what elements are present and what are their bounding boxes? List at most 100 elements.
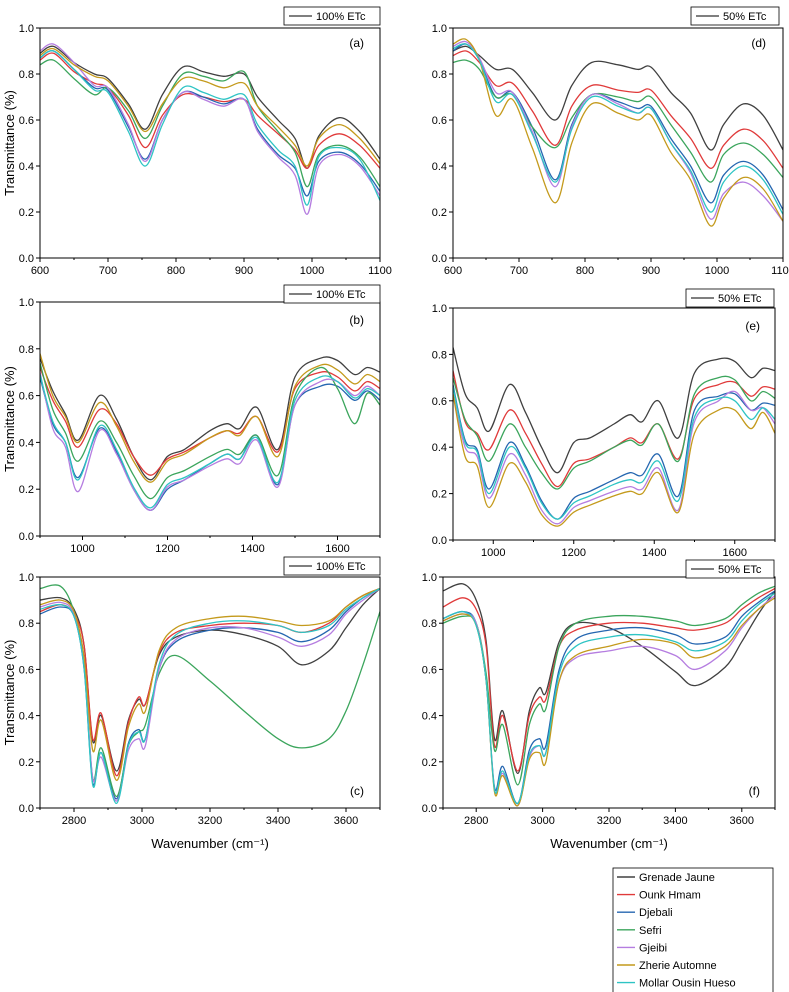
series-line bbox=[453, 386, 775, 520]
series-group bbox=[453, 38, 783, 227]
series-legend: Grenade Jaune Ounk Hmam Djebali Sefri Gjeibi… bbox=[612, 867, 774, 992]
legend-label: Djebali bbox=[639, 907, 673, 919]
legend-label: Gjeibi bbox=[639, 942, 667, 954]
chart-panel: 1000 1200 1400 1600 0.0 0.2 0.4 0.6 0.8 1.0 Transm… bbox=[2, 284, 381, 555]
series-line bbox=[453, 59, 783, 183]
series-line bbox=[40, 43, 380, 215]
x-tick-label: 900 bbox=[235, 265, 253, 277]
x-tick-label: 700 bbox=[510, 265, 528, 277]
series-line bbox=[40, 50, 380, 206]
etc-box-label: 100% ETc bbox=[316, 11, 366, 23]
x-tick-label: 1200 bbox=[562, 547, 586, 559]
x-tick-label: 3000 bbox=[130, 815, 154, 827]
x-tick-label: 600 bbox=[444, 265, 462, 277]
series-line bbox=[40, 587, 380, 781]
series-line bbox=[40, 372, 380, 511]
y-tick-label: 0.6 bbox=[432, 396, 447, 408]
plot-frame bbox=[39, 27, 381, 259]
x-tick-label: 1400 bbox=[642, 547, 666, 559]
y-axis-label: Transmittance (%) bbox=[2, 366, 17, 472]
series-line bbox=[453, 384, 775, 520]
y-tick-label: 0.0 bbox=[432, 253, 447, 265]
series-line bbox=[453, 40, 783, 222]
series-group bbox=[40, 584, 380, 805]
y-tick-label: 0.0 bbox=[432, 535, 447, 547]
series-line bbox=[40, 50, 380, 197]
y-tick-label: 0.2 bbox=[19, 757, 34, 769]
plot-frame bbox=[39, 301, 381, 537]
series-group bbox=[453, 347, 775, 527]
chart-panel: 2800 3000 3200 3400 3600 0.0 0.2 0.4 0.6 0.8 1.0 Tr… bbox=[2, 556, 381, 851]
x-tick-label: 700 bbox=[99, 265, 117, 277]
etc-box bbox=[283, 284, 381, 304]
x-tick-label: 3400 bbox=[266, 815, 290, 827]
y-axis-label: Transmittance (%) bbox=[2, 640, 17, 746]
etc-box bbox=[690, 6, 780, 26]
series-line bbox=[453, 393, 775, 527]
x-tick-label: 900 bbox=[642, 265, 660, 277]
y-tick-label: 0.0 bbox=[19, 531, 34, 543]
series-line bbox=[40, 47, 380, 167]
series-line bbox=[453, 38, 783, 227]
series-line bbox=[443, 592, 775, 805]
chart-panel: 600 700 800 900 1000 1100 0.0 0.2 0.4 0.6 0.8 1.0 Tr… bbox=[2, 6, 392, 277]
legend-label: Ounk Hmam bbox=[639, 890, 701, 902]
x-tick-label: 3600 bbox=[730, 815, 754, 827]
y-tick-label: 0.4 bbox=[432, 442, 447, 454]
y-tick-label: 0.4 bbox=[19, 161, 34, 173]
panel-label: (f) bbox=[749, 784, 760, 798]
series-line bbox=[453, 390, 775, 525]
chart-panel: 600 700 800 900 1000 1100 0.0 0.2 0.4 0.6 0.8 1.0 (d… bbox=[432, 6, 789, 277]
x-tick-label: 1100 bbox=[771, 265, 789, 277]
y-tick-label: 0.4 bbox=[19, 711, 34, 723]
series-line bbox=[40, 374, 380, 509]
y-tick-label: 0.8 bbox=[432, 69, 447, 81]
x-axis-label: Wavenumber (cm⁻¹) bbox=[550, 836, 668, 851]
y-tick-label: 0.4 bbox=[19, 437, 34, 449]
y-tick-label: 0.2 bbox=[432, 207, 447, 219]
x-tick-label: 3000 bbox=[530, 815, 554, 827]
panel-label: (e) bbox=[745, 319, 760, 333]
series-line bbox=[453, 347, 775, 474]
series-line bbox=[40, 59, 380, 188]
y-tick-label: 0.0 bbox=[422, 803, 437, 815]
x-tick-label: 1000 bbox=[70, 543, 94, 555]
x-tick-label: 1100 bbox=[368, 265, 392, 277]
etc-box-label: 50% ETc bbox=[723, 11, 767, 23]
x-tick-label: 1000 bbox=[705, 265, 729, 277]
series-line bbox=[40, 353, 380, 483]
y-tick-label: 0.6 bbox=[432, 115, 447, 127]
series-line bbox=[443, 585, 775, 786]
x-tick-label: 2800 bbox=[62, 815, 86, 827]
y-tick-label: 0.2 bbox=[422, 757, 437, 769]
x-tick-label: 3200 bbox=[597, 815, 621, 827]
etc-box bbox=[685, 559, 775, 579]
series-line bbox=[453, 50, 783, 169]
panel-label: (a) bbox=[349, 36, 364, 50]
y-tick-label: 0.2 bbox=[432, 489, 447, 501]
etc-box bbox=[685, 288, 775, 308]
series-group bbox=[40, 43, 380, 215]
series-group bbox=[443, 583, 775, 807]
x-tick-label: 1000 bbox=[300, 265, 324, 277]
series-line bbox=[40, 52, 380, 169]
legend-box bbox=[612, 867, 774, 992]
x-tick-label: 1400 bbox=[240, 543, 264, 555]
y-tick-label: 0.0 bbox=[19, 253, 34, 265]
etc-box-label: 50% ETc bbox=[718, 564, 762, 576]
chart-panel: 2800 3000 3200 3400 3600 0.0 0.2 0.4 0.6 0.8 1.0 Wa… bbox=[422, 559, 776, 851]
series-line bbox=[40, 376, 380, 511]
x-tick-label: 3200 bbox=[198, 815, 222, 827]
y-tick-label: 0.8 bbox=[422, 618, 437, 630]
series-line bbox=[453, 375, 775, 490]
y-tick-label: 0.8 bbox=[19, 69, 34, 81]
x-tick-label: 600 bbox=[31, 265, 49, 277]
y-tick-label: 1.0 bbox=[19, 23, 34, 35]
y-axis-label: Transmittance (%) bbox=[2, 90, 17, 196]
legend-label: Mollar Ousin Hueso bbox=[639, 978, 736, 990]
legend-label: Sefri bbox=[639, 925, 662, 937]
series-line bbox=[453, 43, 783, 215]
y-tick-label: 0.8 bbox=[19, 344, 34, 356]
legend-label: Grenade Jaune bbox=[639, 872, 715, 884]
